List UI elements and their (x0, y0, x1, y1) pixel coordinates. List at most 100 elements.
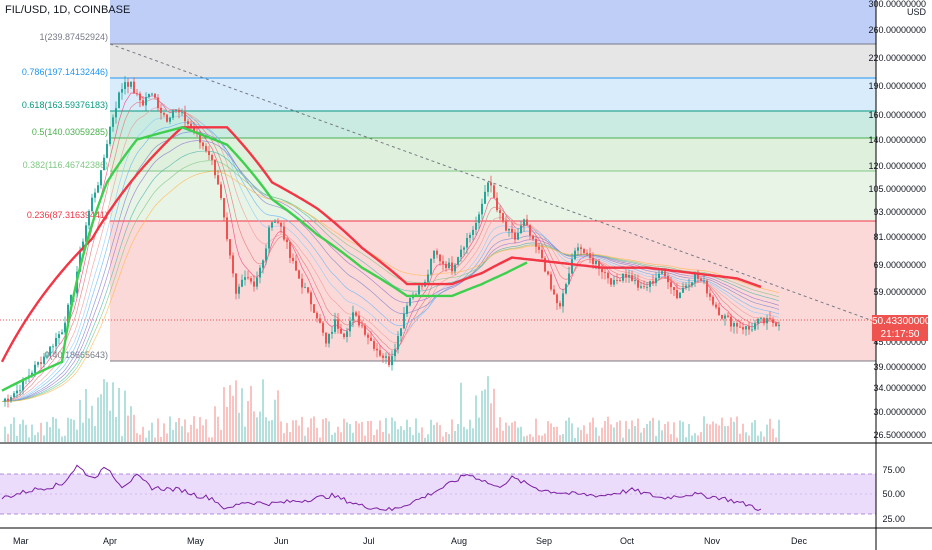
volume-bar (706, 423, 708, 442)
volume-bar (712, 421, 714, 442)
fib-label-0: 0(40.18665643) (44, 350, 108, 360)
candle-body (754, 323, 756, 330)
candle-body (610, 278, 612, 285)
candle-body (139, 93, 141, 101)
volume-bar (571, 423, 573, 442)
volume-bar (775, 437, 777, 442)
volume-bar (7, 433, 9, 442)
candle-body (145, 97, 147, 106)
candle-body (262, 260, 264, 268)
volume-bar (490, 403, 492, 442)
candle-body (658, 273, 660, 278)
candle-body (601, 268, 603, 273)
candle-body (631, 275, 633, 281)
candle-body (151, 93, 153, 95)
volume-bar (496, 427, 498, 442)
volume-bar (766, 424, 768, 442)
candle-body (94, 192, 96, 198)
candle-body (715, 304, 717, 308)
volume-bar (559, 435, 561, 442)
candle-body (91, 197, 93, 212)
volume-bar (358, 423, 360, 442)
candle-body (604, 272, 606, 273)
volume-bar (556, 426, 558, 442)
candle-body (400, 328, 402, 336)
volume-bar (37, 432, 39, 442)
volume-bar (172, 429, 174, 442)
candle-body (751, 329, 753, 331)
candle-body (313, 304, 315, 313)
candle-body (169, 117, 171, 122)
price-tick: 34.00000000 (873, 383, 926, 393)
volume-bar (109, 410, 111, 442)
volume-bar (601, 427, 603, 442)
volume-bar (760, 431, 762, 442)
fib-label-1: 1(239.87452924) (39, 32, 108, 42)
candle-body (130, 81, 132, 87)
fib-zone-0236 (110, 221, 876, 361)
volume-bar (733, 421, 735, 442)
candle-body (319, 318, 321, 323)
volume-bar (73, 419, 75, 442)
candle-body (7, 398, 9, 401)
candle-body (520, 225, 522, 234)
candle-body (301, 278, 303, 288)
volume-bar (457, 424, 459, 442)
price-tick: 220.00000000 (868, 53, 926, 63)
candle-body (34, 364, 36, 373)
time-tick: Jun (274, 536, 289, 546)
candle-body (445, 263, 447, 269)
rsi-tick: 25.00 (882, 514, 905, 524)
candle-body (517, 233, 519, 240)
candle-body (451, 262, 453, 272)
volume-bar (424, 437, 426, 442)
candle-body (622, 273, 624, 281)
volume-bar (628, 428, 630, 442)
volume-bar (589, 422, 591, 442)
candle-body (709, 293, 711, 297)
candle-body (343, 333, 345, 337)
candle-body (547, 271, 549, 275)
candle-body (52, 346, 54, 348)
candle-body (310, 292, 312, 305)
volume-bar (313, 416, 315, 442)
candle-body (523, 219, 525, 226)
volume-bar (262, 379, 264, 442)
candle-body (142, 100, 144, 106)
price-tick: 300.00000000 (868, 0, 926, 9)
candle-body (364, 325, 366, 335)
volume-bar (94, 425, 96, 442)
volume-bar (82, 422, 84, 442)
volume-bar (40, 422, 42, 442)
price-tick: 260.00000000 (868, 25, 926, 35)
candle-body (223, 198, 225, 218)
trend-line (109, 43, 877, 323)
candle-body (136, 93, 138, 95)
candle-body (682, 287, 684, 293)
candle-body (688, 285, 690, 287)
volume-bar (19, 424, 21, 442)
volume-bar (202, 425, 204, 442)
volume-bar (448, 434, 450, 442)
volume-bar (544, 433, 546, 442)
candle-body (304, 287, 306, 289)
volume-bar (181, 426, 183, 442)
volume-bar (265, 417, 267, 442)
candle-body (13, 393, 15, 398)
candle-body (730, 316, 732, 327)
volume-bar (562, 434, 564, 442)
volume-bar (235, 380, 237, 442)
volume-bar (634, 425, 636, 442)
candle-body (49, 346, 51, 356)
volume-bar (511, 422, 513, 442)
candle-body (478, 214, 480, 223)
candle-body (367, 334, 369, 338)
volume-bar (232, 395, 234, 442)
currency-label: USD (907, 7, 927, 17)
volume-bar (67, 417, 69, 442)
volume-bar (310, 418, 312, 442)
fib-label-0382: 0.382(116.46742386) (23, 160, 108, 170)
candle-body (100, 170, 102, 186)
price-tick: 140.00000000 (868, 135, 926, 145)
